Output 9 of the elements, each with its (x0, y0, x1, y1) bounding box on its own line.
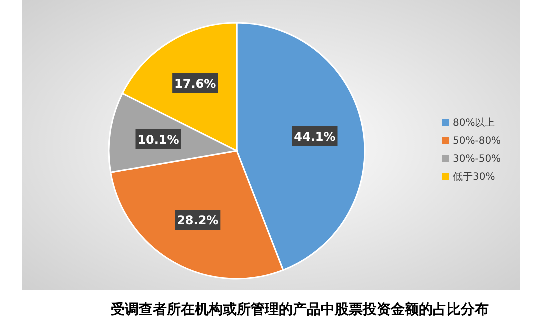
data-label: 28.2% (177, 214, 219, 228)
legend-label: 30%-50% (453, 154, 502, 165)
legend-label: 50%-80% (453, 136, 502, 147)
data-label: 10.1% (138, 132, 180, 147)
legend-label: 低于30% (453, 172, 496, 183)
data-label: 44.1% (294, 130, 336, 144)
data-label: 17.6% (174, 76, 216, 91)
text: 受调查者所在机构或所管理的产品中股票投资金额的占比分布 (110, 301, 489, 318)
legend-label: 80%以上 (453, 117, 496, 129)
